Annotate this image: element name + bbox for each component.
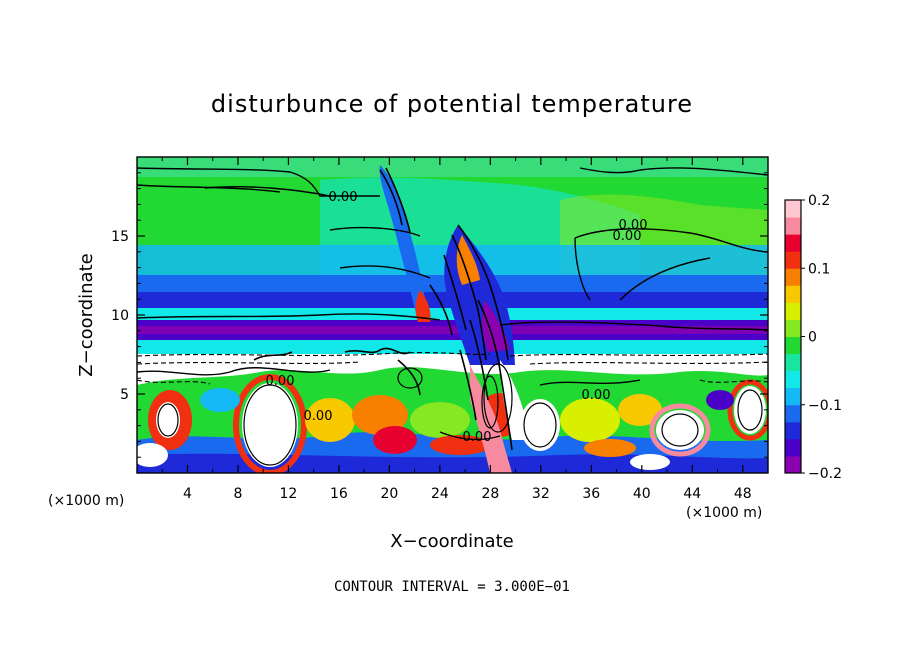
plume-contours	[253, 167, 513, 451]
y-axis-label: Z−coordinate	[76, 253, 97, 376]
x-tick-label: 16	[330, 486, 348, 502]
colorbar-swatch	[785, 234, 801, 252]
contour-label: 0.00	[266, 374, 295, 389]
colorbar-swatch	[785, 251, 801, 269]
x-origin-unit: (×1000 m)	[48, 493, 124, 509]
x-tick-label: 24	[431, 486, 449, 502]
convective-plume	[379, 165, 530, 473]
x-axis-label: X−coordinate	[390, 531, 513, 552]
colorbar-swatch	[785, 387, 801, 406]
field-cyan-strip	[137, 308, 768, 320]
x-tick-label: 48	[734, 486, 752, 502]
x-axis: 4 8 12 16 20 24 28 32 36 40 44 48	[161, 157, 752, 502]
contour-label: 0.00	[329, 190, 358, 205]
contour-low-green	[137, 367, 331, 376]
colorbar-swatch	[785, 285, 801, 303]
contour-upper-3	[204, 186, 331, 197]
contour-tropo	[499, 321, 768, 331]
colorbar-swatch	[785, 200, 801, 218]
field-purple-core	[137, 326, 768, 334]
x-tick-label: 20	[380, 486, 398, 502]
x-axis-unit: (×1000 m)	[686, 505, 762, 521]
boundary-layer-blobs	[137, 367, 768, 473]
colorbar-tick-label: 0.2	[808, 193, 830, 209]
contour-tropo-left	[137, 313, 441, 321]
colorbar-tick-label: −0.2	[808, 466, 842, 482]
plot-area: 0.000.000.000.000.000.000.00	[137, 157, 768, 473]
colorbar-swatch	[785, 455, 801, 474]
x-tick-label: 4	[183, 486, 192, 502]
contour-labels: 0.000.000.000.000.000.000.00	[266, 190, 648, 445]
x-tick-label: 44	[683, 486, 701, 502]
contour-ellipses	[157, 363, 763, 466]
contour-label: 0.00	[619, 218, 648, 233]
contour-label: 0.00	[304, 409, 333, 424]
y-tick-label: 15	[111, 229, 129, 245]
contour-right-down	[574, 237, 591, 301]
contour-right-curve	[574, 228, 768, 253]
colorbar: 0.2 0.1 0 −0.1 −0.2	[784, 193, 842, 482]
colorbar-swatch	[785, 421, 801, 440]
contour-low-right	[439, 431, 501, 441]
contour-label: 0.00	[582, 388, 611, 403]
contour-low-green-2	[539, 379, 641, 386]
field-top-band	[137, 157, 768, 177]
x-tick-label: 8	[233, 486, 242, 502]
colorbar-swatch	[785, 438, 801, 457]
x-tick-label: 12	[280, 486, 298, 502]
contour-right-lower	[619, 257, 711, 301]
colorbar-swatch	[785, 370, 801, 389]
contour-label: 0.00	[463, 430, 492, 445]
y-tick-label: 10	[111, 308, 129, 324]
colorbar-swatch	[785, 217, 801, 235]
x-tick-label: 28	[481, 486, 499, 502]
contour-upper	[137, 167, 380, 197]
field-cyan-below	[137, 340, 768, 354]
contour-top-right	[579, 167, 768, 176]
colorbar-swatch	[785, 268, 801, 286]
x-tick-label: 36	[582, 486, 600, 502]
y-tick-label: 5	[120, 387, 129, 403]
colorbar-tick-label: −0.1	[808, 398, 842, 414]
colorbar-swatch	[785, 336, 801, 355]
colorbar-tick-label: 0	[808, 330, 817, 346]
contour-mid-green	[339, 265, 431, 279]
contour-mid-left	[329, 226, 421, 237]
dashed-contours	[137, 352, 768, 385]
colorbar-swatch	[785, 404, 801, 423]
contours	[137, 167, 768, 441]
chart-title: disturbunce of potential temperature	[211, 90, 693, 118]
y-axis: 5 10 15	[111, 172, 768, 458]
colorbar-swatch	[785, 319, 801, 337]
contour-label: 0.00	[613, 229, 642, 244]
colorbar-swatch	[785, 302, 801, 320]
colorbar-swatch	[785, 353, 801, 372]
x-tick-label: 32	[532, 486, 550, 502]
x-tick-label: 40	[633, 486, 651, 502]
colorbar-tick-label: 0.1	[808, 261, 830, 277]
contour-interval: CONTOUR INTERVAL = 3.000E−01	[334, 579, 570, 595]
